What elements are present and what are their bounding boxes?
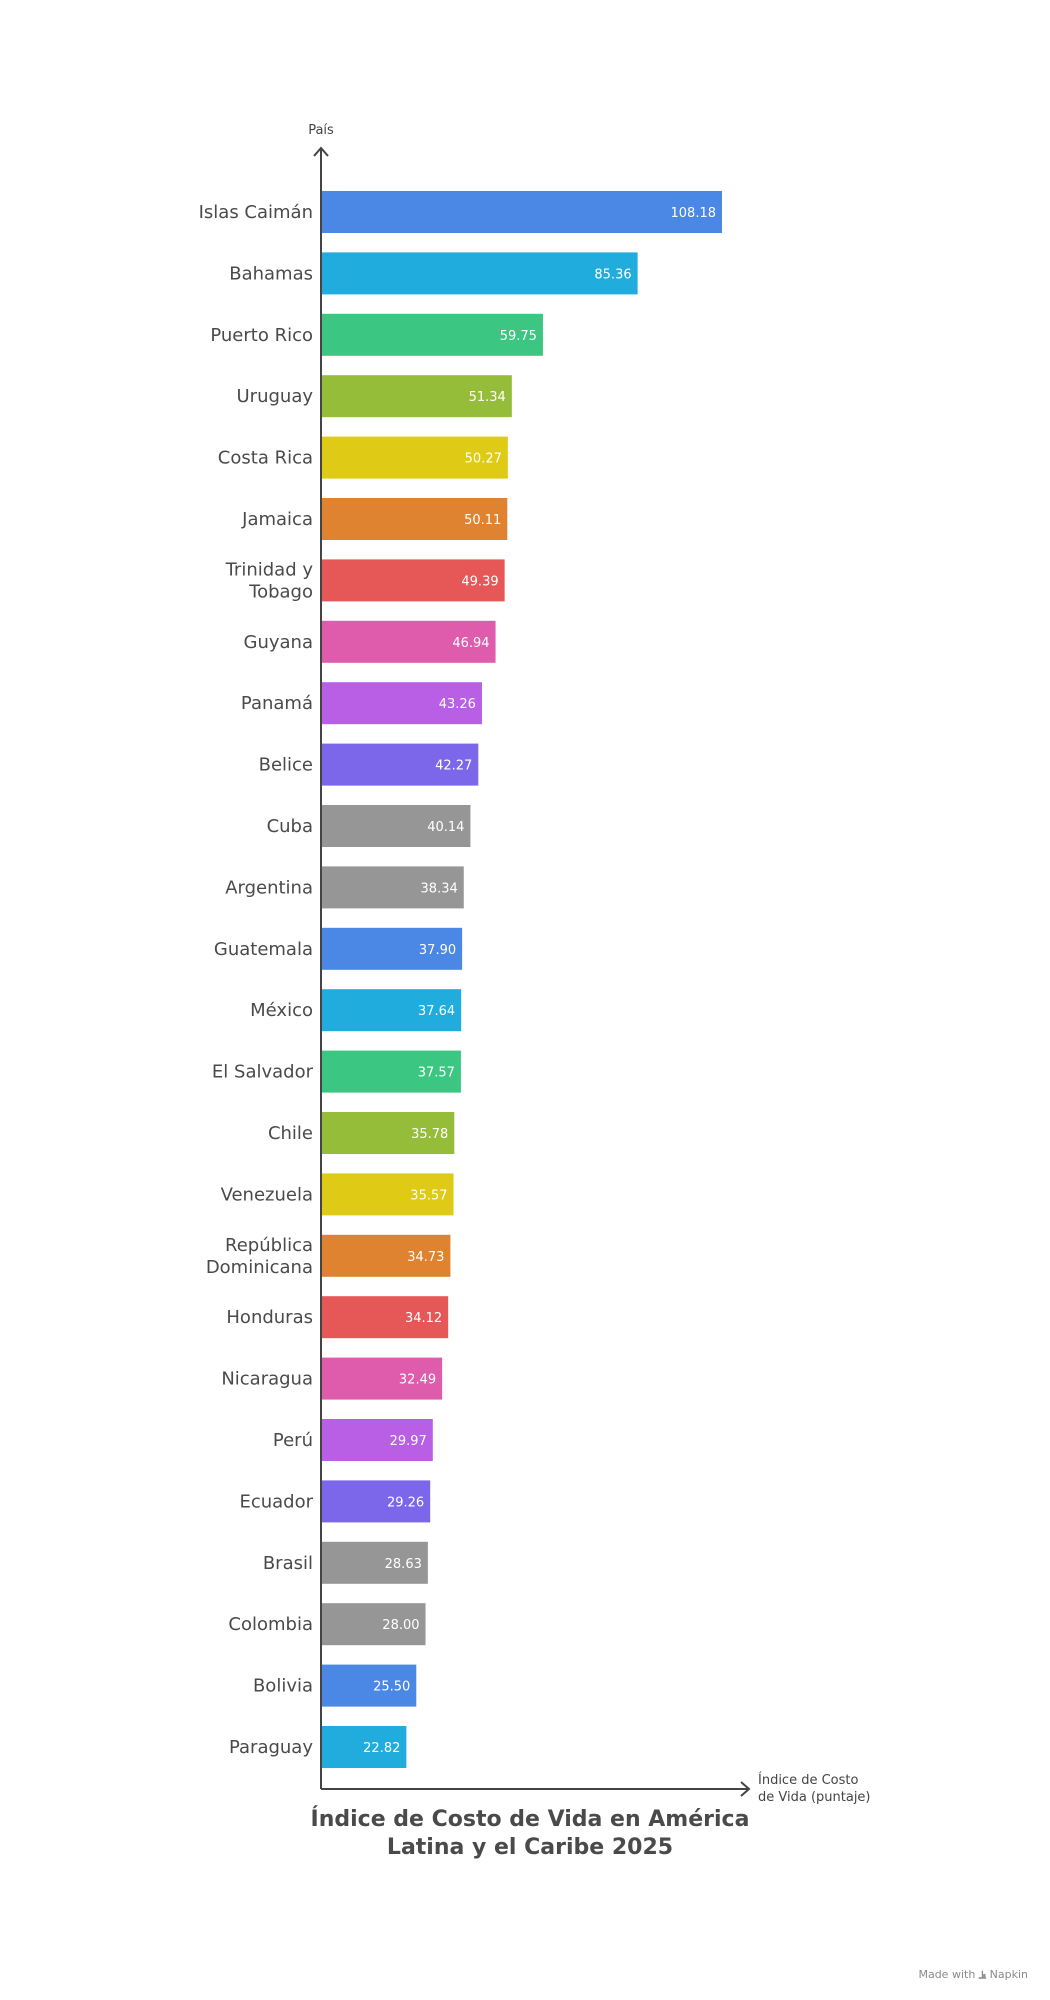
- bar-value-label: 28.63: [385, 1557, 422, 1572]
- category-label-line: Dominicana: [206, 1257, 313, 1278]
- bar: [322, 375, 512, 418]
- bar-value-label: 37.64: [418, 1004, 455, 1019]
- category-label: República Dominicana: [206, 1235, 313, 1278]
- bar: [322, 1419, 433, 1461]
- category-label: Bahamas: [229, 263, 313, 284]
- chart-title-line-2: Latina y el Caribe 2025: [386, 1835, 674, 1860]
- bar-value-label: 29.97: [390, 1434, 427, 1449]
- bar-value-label: 25.50: [373, 1680, 410, 1695]
- bar-value-label: 108.18: [671, 206, 717, 221]
- category-label-line: Trinidad y: [225, 559, 314, 580]
- bar-value-label: 50.11: [464, 513, 501, 528]
- watermark: Made with ⫡ Napkin: [918, 1968, 1028, 1982]
- bar-value-label: 35.57: [410, 1188, 447, 1203]
- category-label: Belice: [259, 755, 313, 776]
- x-axis-arrow-icon: [740, 1781, 751, 1797]
- bar-value-label: 35.78: [411, 1127, 448, 1142]
- bar: [322, 313, 543, 356]
- bar: [322, 252, 638, 295]
- category-label: Colombia: [228, 1614, 313, 1635]
- bar-value-label: 40.14: [427, 820, 464, 835]
- category-label: Honduras: [226, 1307, 313, 1328]
- bar: [322, 1173, 454, 1216]
- bar: [322, 1480, 431, 1523]
- bar-value-label: 50.27: [465, 452, 502, 467]
- bar: [322, 682, 482, 725]
- bar: [322, 1726, 407, 1768]
- bars-layer: 108.18 Islas Caimán 85.36 Bahamas 59.75 Puert…: [199, 191, 722, 1768]
- bar-value-label: 42.27: [435, 759, 472, 774]
- category-label: Bolivia: [253, 1676, 313, 1697]
- category-label-line: República: [225, 1235, 313, 1256]
- bar: [322, 1357, 443, 1400]
- napkin-logo-icon: ⫡: [978, 1968, 987, 1981]
- bar-value-label: 59.75: [500, 329, 537, 344]
- bar: [322, 620, 496, 663]
- chart-title-line-1: Índice de Costo de Vida en América: [310, 1807, 750, 1832]
- bar-value-label: 32.49: [399, 1373, 436, 1388]
- y-axis-title: País: [308, 123, 334, 138]
- bar: [322, 805, 471, 847]
- y-axis-arrow-icon: [313, 146, 329, 157]
- bar: [322, 436, 508, 479]
- bar: [322, 1603, 426, 1646]
- category-label: Paraguay: [229, 1737, 313, 1758]
- bar: [322, 866, 464, 909]
- category-label: Uruguay: [237, 386, 314, 407]
- category-label: Cuba: [267, 816, 313, 837]
- bar: [322, 498, 508, 540]
- bar-value-label: 43.26: [439, 697, 476, 712]
- category-label: Brasil: [263, 1553, 313, 1574]
- bar: [322, 191, 722, 233]
- bar: [322, 559, 505, 602]
- chart-title: Índice de Costo de Vida en América Latina…: [280, 1806, 780, 1862]
- bar-value-label: 29.26: [387, 1495, 424, 1510]
- bar: [322, 1050, 461, 1093]
- bar-value-label: 49.39: [461, 574, 498, 589]
- category-label: Costa Rica: [218, 448, 313, 469]
- bar-value-label: 51.34: [469, 390, 506, 405]
- bar: [322, 1664, 417, 1707]
- category-label: México: [250, 1000, 313, 1021]
- watermark-brand: Napkin: [989, 1968, 1028, 1981]
- axes-layer: País Índice de Costo de Vida (puntaje): [308, 123, 870, 1805]
- bar-value-label: 22.82: [363, 1741, 400, 1756]
- x-axis-title-line-2: de Vida (puntaje): [758, 1790, 871, 1805]
- category-label: Guyana: [244, 632, 313, 653]
- category-label: Trinidad y Tobago: [225, 559, 314, 602]
- bar: [322, 1296, 449, 1339]
- bar-value-label: 85.36: [594, 267, 631, 282]
- category-label: Guatemala: [214, 939, 313, 960]
- category-label: Puerto Rico: [210, 325, 313, 346]
- bar: [322, 1234, 451, 1277]
- category-label: Venezuela: [221, 1184, 313, 1205]
- category-label: Panamá: [241, 693, 313, 714]
- bar: [322, 989, 462, 1032]
- category-label: El Salvador: [212, 1062, 314, 1083]
- bar-value-label: 46.94: [452, 636, 489, 651]
- bar: [322, 927, 463, 970]
- bar: [322, 1112, 455, 1154]
- x-axis-title: Índice de Costo de Vida (puntaje): [758, 1772, 871, 1805]
- watermark-prefix: Made with: [918, 1968, 976, 1981]
- bar: [322, 1541, 428, 1584]
- category-label: Perú: [273, 1430, 313, 1451]
- bar-value-label: 38.34: [421, 881, 458, 896]
- bar-value-label: 34.73: [407, 1250, 444, 1265]
- bar-value-label: 37.90: [419, 943, 456, 958]
- bar-value-label: 34.12: [405, 1311, 442, 1326]
- category-label: Chile: [268, 1123, 313, 1144]
- category-label: Argentina: [225, 877, 313, 898]
- bar-value-label: 37.57: [418, 1066, 455, 1081]
- bar: [322, 743, 479, 786]
- bar-value-label: 28.00: [382, 1618, 419, 1633]
- category-label-line: Tobago: [248, 581, 313, 602]
- category-label: Islas Caimán: [199, 202, 313, 223]
- category-label: Jamaica: [241, 509, 313, 530]
- category-label: Ecuador: [239, 1491, 313, 1512]
- category-label: Nicaragua: [221, 1369, 313, 1390]
- x-axis-title-line-1: Índice de Costo: [758, 1772, 858, 1788]
